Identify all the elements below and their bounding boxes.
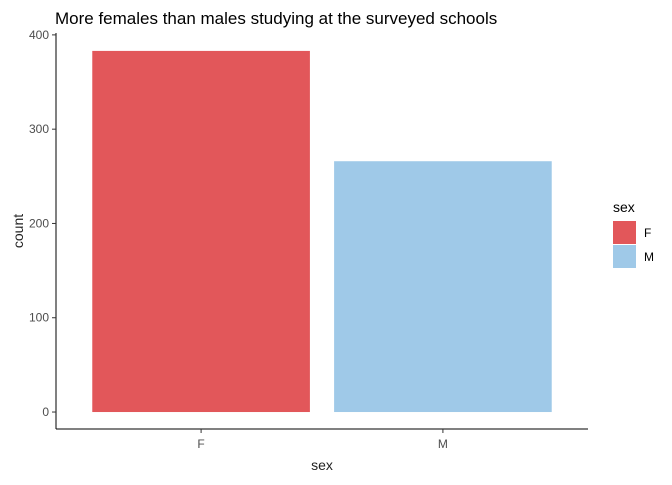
- legend-label-f: F: [644, 226, 651, 240]
- x-tick-label: M: [438, 437, 448, 451]
- y-tick-label: 300: [29, 122, 49, 136]
- y-axis-title: count: [10, 214, 26, 248]
- legend-key-f: [613, 221, 636, 244]
- x-axis-title: sex: [311, 457, 333, 473]
- bar-m: [334, 161, 552, 413]
- y-axis-ticks: 0 100 200 300 400: [29, 28, 56, 419]
- y-tick-label: 100: [29, 311, 49, 325]
- chart-title: More females than males studying at the …: [55, 9, 497, 28]
- legend-title: sex: [613, 199, 635, 215]
- x-tick-label: F: [197, 437, 204, 451]
- y-tick-label: 200: [29, 216, 49, 230]
- legend-label-m: M: [644, 250, 654, 264]
- legend: sex FM: [613, 199, 654, 268]
- plot-area: [92, 50, 552, 413]
- y-tick-label: 0: [42, 405, 49, 419]
- y-tick-label: 400: [29, 28, 49, 42]
- legend-key-m: [613, 245, 636, 268]
- bar-f: [92, 50, 310, 413]
